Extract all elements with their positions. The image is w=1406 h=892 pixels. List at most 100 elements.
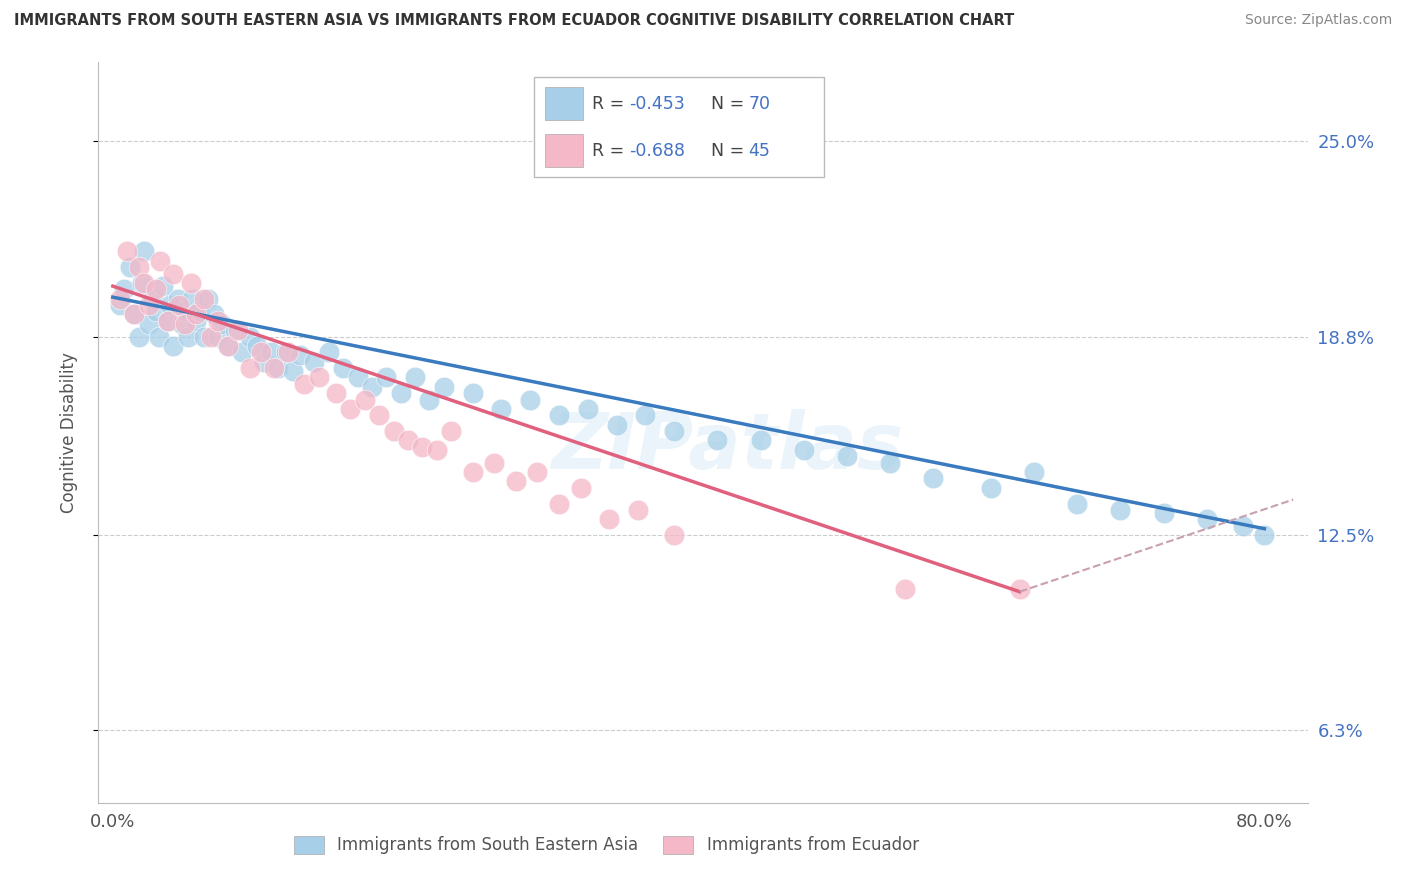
Point <box>120 260 142 275</box>
Point <box>879 456 901 470</box>
Point <box>308 370 330 384</box>
Point <box>156 314 179 328</box>
Point <box>108 298 131 312</box>
Point <box>173 304 195 318</box>
Point <box>207 329 229 343</box>
Point <box>1153 506 1175 520</box>
Point <box>134 276 156 290</box>
Point <box>749 434 772 448</box>
Point <box>200 329 222 343</box>
Point <box>382 424 405 438</box>
Point <box>193 292 215 306</box>
Point <box>332 361 354 376</box>
Point <box>250 345 273 359</box>
Point <box>197 292 219 306</box>
Point <box>893 582 915 596</box>
Point <box>239 329 262 343</box>
Point <box>980 481 1002 495</box>
Point <box>124 308 146 322</box>
Point <box>128 329 150 343</box>
Point <box>142 292 165 306</box>
Point <box>375 370 398 384</box>
Point <box>368 409 391 423</box>
Point <box>526 465 548 479</box>
Point <box>339 402 361 417</box>
Point <box>1253 528 1275 542</box>
Point <box>426 442 449 457</box>
Point <box>396 434 419 448</box>
Point <box>231 345 253 359</box>
Point <box>138 317 160 331</box>
Point <box>627 503 650 517</box>
Point <box>152 279 174 293</box>
Point <box>253 355 276 369</box>
Point <box>1008 582 1031 596</box>
Text: Source: ZipAtlas.com: Source: ZipAtlas.com <box>1244 13 1392 28</box>
Point <box>292 376 315 391</box>
Point <box>288 348 311 362</box>
Point <box>260 345 283 359</box>
Point <box>404 370 426 384</box>
Point <box>598 512 620 526</box>
Point <box>112 282 135 296</box>
Text: IMMIGRANTS FROM SOUTH EASTERN ASIA VS IMMIGRANTS FROM ECUADOR COGNITIVE DISABILI: IMMIGRANTS FROM SOUTH EASTERN ASIA VS IM… <box>14 13 1014 29</box>
Point <box>162 267 184 281</box>
Point <box>148 329 170 343</box>
Text: ZIPatlas: ZIPatlas <box>551 409 903 485</box>
Point <box>202 308 225 322</box>
Point <box>922 471 945 485</box>
Point <box>461 386 484 401</box>
Point <box>124 308 146 322</box>
Point <box>505 475 527 489</box>
Point <box>217 339 239 353</box>
Point <box>346 370 368 384</box>
Point <box>188 304 211 318</box>
Point <box>162 339 184 353</box>
Point <box>108 292 131 306</box>
Point <box>246 339 269 353</box>
Point <box>411 440 433 454</box>
Point <box>224 323 246 337</box>
Point <box>128 260 150 275</box>
Point <box>149 254 172 268</box>
Point <box>1066 496 1088 510</box>
Point <box>193 329 215 343</box>
Point <box>211 317 233 331</box>
Point <box>576 402 599 417</box>
Y-axis label: Cognitive Disability: Cognitive Disability <box>59 352 77 513</box>
Point <box>353 392 375 407</box>
Point <box>226 323 249 337</box>
Point <box>207 314 229 328</box>
Point <box>304 355 326 369</box>
Point <box>706 434 728 448</box>
Point <box>180 276 202 290</box>
Point <box>606 417 628 432</box>
Point <box>115 244 138 259</box>
Point <box>159 298 181 312</box>
Point <box>170 317 193 331</box>
Point <box>1109 503 1132 517</box>
Point <box>131 276 153 290</box>
Point <box>145 304 167 318</box>
Point <box>186 314 208 328</box>
Point <box>793 442 815 457</box>
Point <box>318 345 340 359</box>
Point <box>186 308 208 322</box>
Point <box>166 292 188 306</box>
Point <box>1232 518 1254 533</box>
Point <box>548 496 571 510</box>
Point <box>173 317 195 331</box>
Point <box>1195 512 1218 526</box>
Point <box>181 292 204 306</box>
Point <box>217 339 239 353</box>
Point <box>389 386 412 401</box>
Point <box>176 329 198 343</box>
Point <box>277 345 299 359</box>
Point <box>491 402 513 417</box>
Point <box>134 244 156 259</box>
Point <box>325 386 347 401</box>
Point <box>664 528 686 542</box>
Point <box>361 380 384 394</box>
Point <box>548 409 571 423</box>
Point <box>1022 465 1045 479</box>
